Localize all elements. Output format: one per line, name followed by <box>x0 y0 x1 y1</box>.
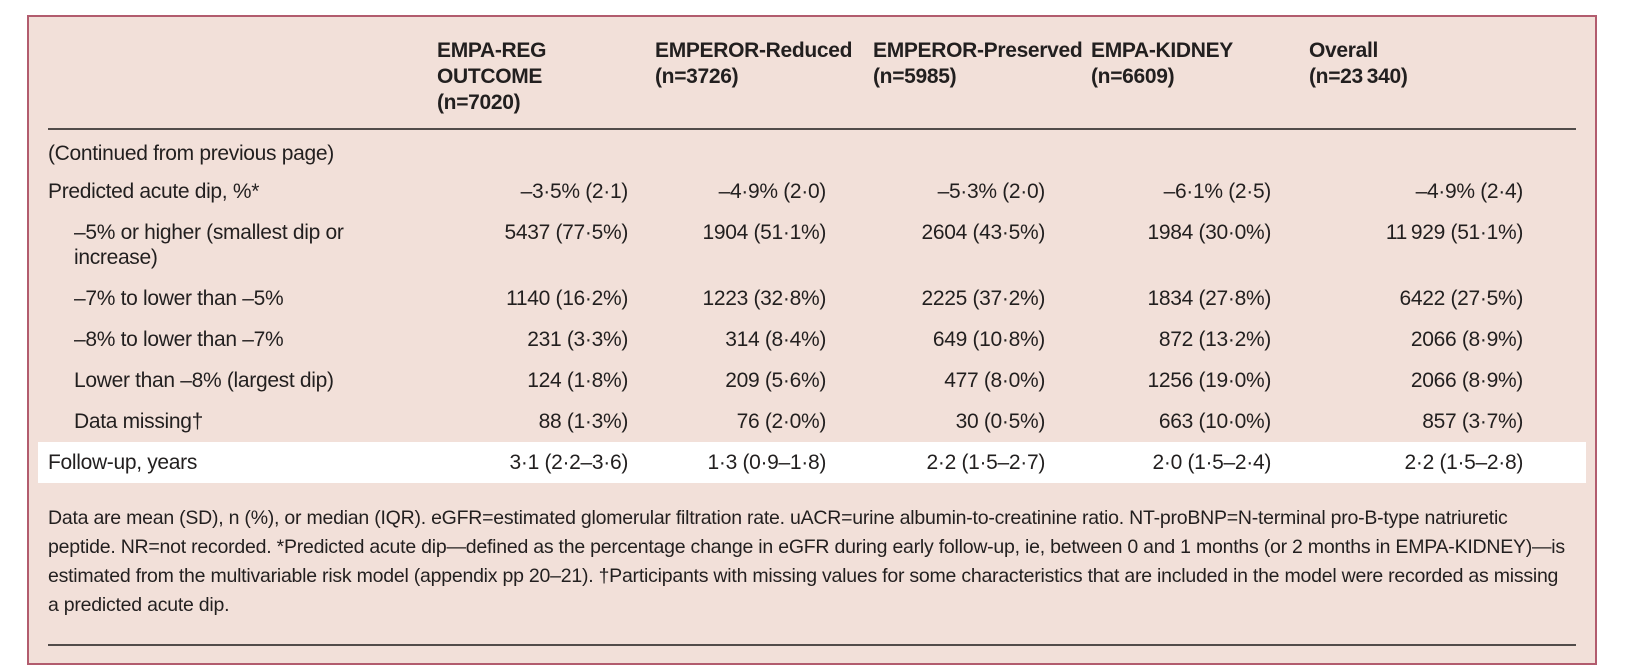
cell-value: 88 (1·3%) <box>538 410 629 433</box>
cell-value: 2604 (43·5%) <box>921 221 1046 244</box>
cell-value: –4·9% (2·0) <box>718 180 827 203</box>
trial-table-panel: EMPA-REG OUTCOME (n=7020) EMPEROR-Reduce… <box>27 15 1597 665</box>
column-header-overall: Overall (n=23 340) <box>1309 38 1575 90</box>
column-title: EMPA-KIDNEY <box>1091 39 1233 62</box>
row-label: –8% to lower than –7% <box>74 328 284 351</box>
cell-value: 11 929 (51·1%) <box>1385 221 1523 244</box>
column-title: EMPEROR-Preserved <box>873 39 1083 62</box>
table-row-minus5-or-higher: –5% or higher (smallest dip or increase)… <box>48 212 1576 278</box>
column-n: (n=6609) <box>1091 65 1175 88</box>
cell-value: 1·3 (0·9–1·8) <box>707 451 827 474</box>
bottom-rule <box>48 644 1576 646</box>
row-label: Data missing† <box>74 410 203 433</box>
cell-value: 1834 (27·8%) <box>1147 287 1272 310</box>
table-inner: EMPA-REG OUTCOME (n=7020) EMPEROR-Reduce… <box>29 17 1595 646</box>
table-row-minus8-to-minus7: –8% to lower than –7% 231 (3·3%) 314 (8·… <box>48 319 1576 360</box>
table-footnote: Data are mean (SD), n (%), or median (IQ… <box>48 507 1565 616</box>
cell-value: 2·0 (1·5–2·4) <box>1152 451 1272 474</box>
row-label: Lower than –8% (largest dip) <box>74 369 334 392</box>
cell-value: 2066 (8·9%) <box>1410 328 1523 351</box>
column-n: (n=3726) <box>655 65 739 88</box>
cell-value: 124 (1·8%) <box>527 369 628 392</box>
cell-value: 2·2 (1·5–2·7) <box>926 451 1046 474</box>
table-row-predicted-acute-dip: Predicted acute dip, %* –3·5% (2·1) –4·9… <box>48 171 1576 212</box>
cell-value: 663 (10·0%) <box>1158 410 1271 433</box>
table-row-minus7-to-minus5: –7% to lower than –5% 1140 (16·2%) 1223 … <box>48 278 1576 319</box>
cell-value: 76 (2·0%) <box>736 410 827 433</box>
column-n: (n=5985) <box>873 65 957 88</box>
header-rule <box>48 128 1576 130</box>
column-n: (n=7020) <box>437 91 521 114</box>
table-row-data-missing: Data missing† 88 (1·3%) 76 (2·0%) 30 (0·… <box>48 401 1576 442</box>
cell-value: –4·9% (2·4) <box>1415 180 1524 203</box>
table-header-row: EMPA-REG OUTCOME (n=7020) EMPEROR-Reduce… <box>48 17 1576 128</box>
column-header-empa-reg-outcome: EMPA-REG OUTCOME (n=7020) <box>437 38 655 116</box>
column-title: EMPEROR-Reduced <box>655 39 853 62</box>
cell-value: 872 (13·2%) <box>1158 328 1271 351</box>
row-label: Predicted acute dip, %* <box>48 180 260 203</box>
cell-value: 1223 (32·8%) <box>702 287 827 310</box>
cell-value: 1984 (30·0%) <box>1147 221 1272 244</box>
cell-value: 314 (8·4%) <box>725 328 826 351</box>
column-n: (n=23 340) <box>1309 65 1408 88</box>
cell-value: –6·1% (2·5) <box>1163 180 1272 203</box>
cell-value: 2225 (37·2%) <box>921 287 1046 310</box>
column-title: Overall <box>1309 39 1379 62</box>
cell-value: 5437 (77·5%) <box>504 221 629 244</box>
row-label: –5% or higher (smallest dip or increase) <box>74 221 344 269</box>
row-label: –7% to lower than –5% <box>74 287 284 310</box>
table-row-follow-up-years: Follow-up, years 3·1 (2·2–3·6) 1·3 (0·9–… <box>38 442 1586 483</box>
continued-note: (Continued from previous page) <box>48 142 334 165</box>
cell-value: 2066 (8·9%) <box>1410 369 1523 392</box>
table-row-continued: (Continued from previous page) <box>48 130 1576 171</box>
row-label: Follow-up, years <box>48 451 198 474</box>
column-header-empa-kidney: EMPA-KIDNEY (n=6609) <box>1091 38 1309 90</box>
cell-value: 1256 (19·0%) <box>1147 369 1272 392</box>
cell-value: 1904 (51·1%) <box>702 221 827 244</box>
cell-value: 477 (8·0%) <box>944 369 1045 392</box>
column-header-emperor-preserved: EMPEROR-Preserved (n=5985) <box>873 38 1091 90</box>
column-header-emperor-reduced: EMPEROR-Reduced (n=3726) <box>655 38 873 90</box>
cell-value: 6422 (27·5%) <box>1399 287 1524 310</box>
column-title: EMPA-REG OUTCOME <box>437 39 547 88</box>
cell-value: 30 (0·5%) <box>955 410 1046 433</box>
cell-value: 649 (10·8%) <box>932 328 1045 351</box>
cell-value: 231 (3·3%) <box>527 328 628 351</box>
cell-value: 1140 (16·2%) <box>506 287 628 310</box>
table-row-lower-than-minus8: Lower than –8% (largest dip) 124 (1·8%) … <box>48 360 1576 401</box>
cell-value: 857 (3·7%) <box>1422 410 1523 433</box>
cell-value: –3·5% (2·1) <box>520 180 629 203</box>
cell-value: 209 (5·6%) <box>725 369 826 392</box>
cell-value: 2·2 (1·5–2·8) <box>1404 451 1524 474</box>
cell-value: –5·3% (2·0) <box>937 180 1046 203</box>
cell-value: 3·1 (2·2–3·6) <box>509 451 629 474</box>
